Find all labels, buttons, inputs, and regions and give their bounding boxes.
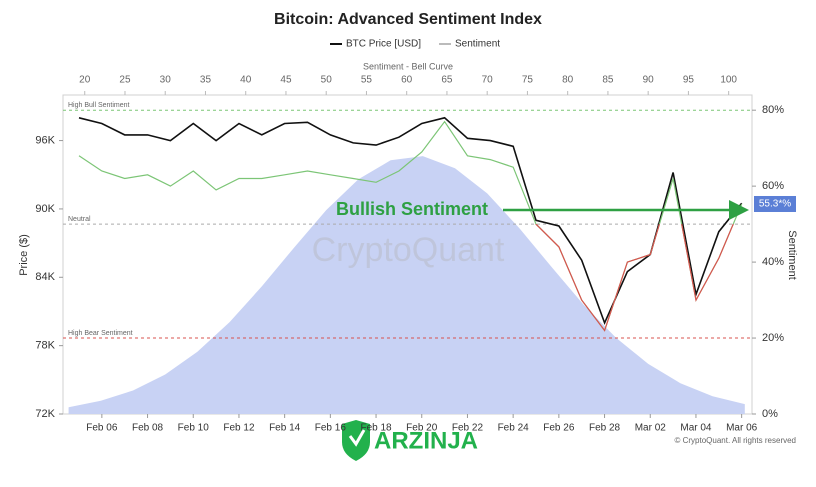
top-tick-label: 70	[482, 75, 494, 86]
top-tick-label: 40	[240, 75, 252, 86]
reference-label: High Bear Sentiment	[68, 330, 133, 337]
value-label-box	[754, 195, 796, 212]
top-tick-label: 90	[643, 75, 655, 86]
y-tick-label: 72K	[35, 408, 55, 420]
reference-label: Neutral	[68, 216, 91, 223]
y2-tick-label: 60%	[762, 180, 784, 192]
top-tick-label: 50	[321, 75, 333, 86]
logo-check	[348, 429, 366, 447]
x-tick-label: Feb 24	[498, 423, 530, 434]
plot-area: High Bull Sentiment Neutral High Bear Sent…	[59, 91, 756, 418]
y-axis-label: Price ($)	[18, 234, 30, 276]
x-tick-label: Feb 16	[315, 423, 347, 434]
y2-tick-label: 80%	[762, 104, 784, 116]
top-tick-label: 35	[200, 75, 212, 86]
credit: © CryptoQuant. All rights reserved	[675, 436, 797, 445]
top-tick-label: 30	[160, 75, 172, 86]
watermark: CryptoQuant	[312, 231, 505, 269]
x-tick-label: Feb 12	[223, 423, 255, 434]
x-tick-label: Mar 04	[680, 423, 712, 434]
y2-axis-label: Sentiment	[786, 230, 798, 280]
legend-label: BTC Price [USD]	[346, 39, 421, 50]
legend-label: Sentiment	[455, 39, 500, 50]
top-tick-label: 65	[441, 75, 453, 86]
top-tick-label: 55	[361, 75, 373, 86]
top-tick-label: 95	[683, 75, 695, 86]
top-tick-label: 25	[119, 75, 131, 86]
y-tick-label: 84K	[35, 271, 55, 283]
y-tick-label: 78K	[35, 340, 55, 352]
y-tick-label: 96K	[35, 134, 55, 146]
x-tick-label: Feb 26	[543, 423, 575, 434]
bell-curve-area	[68, 156, 745, 414]
value-label: 55.3*%	[759, 199, 791, 210]
top-tick-label: 100	[720, 75, 737, 86]
x-tick-label: Feb 08	[132, 423, 164, 434]
x-tick-label: Mar 06	[726, 423, 758, 434]
x-tick-label: Feb 06	[86, 423, 118, 434]
top-tick-label: 80	[562, 75, 574, 86]
x-tick-label: Feb 10	[178, 423, 210, 434]
y2-tick-label: 40%	[762, 256, 784, 268]
top-tick-label: 75	[522, 75, 534, 86]
legend: BTC Price [USD] Sentiment	[330, 39, 500, 50]
x-tick-label: Feb 20	[406, 423, 438, 434]
series-line	[78, 116, 743, 326]
top-tick-label: 45	[280, 75, 292, 86]
y2-tick-label: 20%	[762, 332, 784, 344]
x-tick-label: Feb 28	[589, 423, 621, 434]
top-tick-label: 60	[401, 75, 413, 86]
x-tick-label: Feb 18	[360, 423, 392, 434]
x-tick-label: Feb 22	[452, 423, 484, 434]
y2-tick-label: 0%	[762, 408, 778, 420]
chart-title: Bitcoin: Advanced Sentiment Index	[274, 11, 542, 28]
series-line-low	[535, 224, 734, 332]
y-tick-label: 90K	[35, 203, 55, 215]
reference-label: High Bull Sentiment	[68, 102, 130, 109]
top-tick-label: 20	[79, 75, 91, 86]
annotation: Bullish Sentiment	[336, 199, 488, 219]
top-tick-label: 85	[602, 75, 614, 86]
top-axis-label: Sentiment - Bell Curve	[363, 61, 453, 71]
x-tick-label: Feb 14	[269, 423, 301, 434]
overlay-logo: ARZINJA	[374, 427, 478, 454]
x-tick-label: Mar 02	[635, 423, 667, 434]
